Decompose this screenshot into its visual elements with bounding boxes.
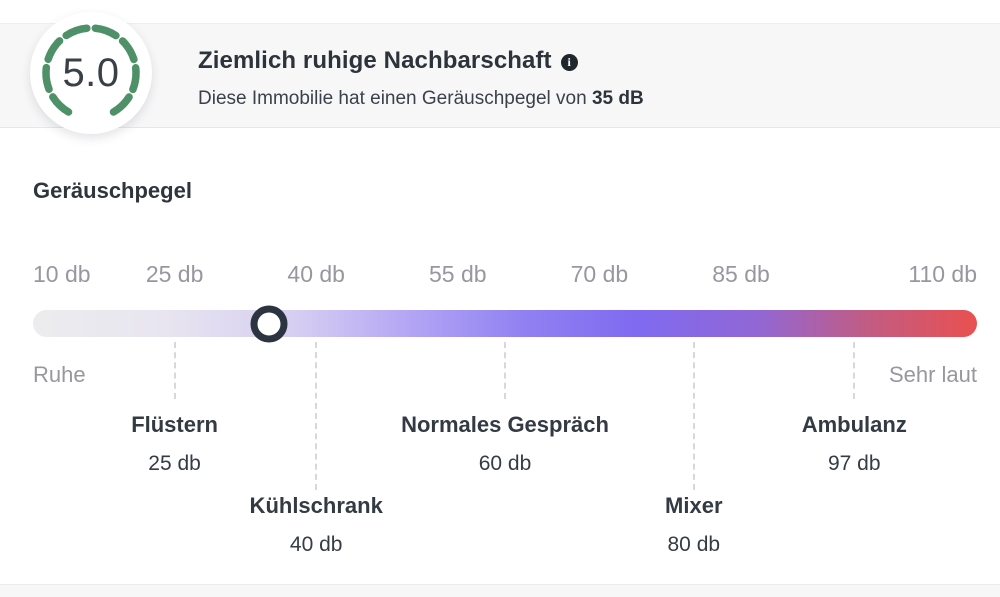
ref-whisper-name: Flüstern (131, 412, 218, 437)
ref-whisper: Flüstern 25 db (131, 411, 218, 476)
ref-line-60db (504, 342, 506, 399)
ref-mixer-name: Mixer (665, 493, 723, 518)
score-value: 5.0 (62, 50, 120, 95)
ref-mixer-value: 80 db (667, 533, 721, 556)
ref-conversation-name: Normales Gespräch (401, 412, 609, 437)
ref-line-97db (853, 342, 856, 399)
ref-line-25db (173, 342, 176, 399)
tick-10db: 10 db (33, 261, 91, 287)
ref-conversation: Normales Gespräch 60 db (401, 411, 609, 476)
header-band (0, 23, 1000, 128)
slider-track-wrap (33, 305, 977, 342)
slider-knob[interactable] (250, 305, 288, 342)
loud-label: Sehr laut (888, 362, 977, 387)
tick-25db: 25 db (145, 261, 204, 287)
subtitle-text: Diese Immobilie hat einen Geräuschpegel … (198, 88, 592, 109)
tick-row: 10 db 25 db 40 db 55 db 70 db 85 db 110 … (33, 258, 977, 288)
ref-fridge-value: 40 db (289, 533, 343, 556)
page-title-label: Ziemlich ruhige Nachbarschaft (198, 47, 552, 74)
score-badge: 5.0 (30, 12, 152, 134)
header-text: Ziemlich ruhige Nachbarschaft i Diese Imm… (198, 47, 644, 110)
header-subtitle: Diese Immobilie hat einen Geräuschpegel … (198, 88, 644, 110)
info-icon[interactable]: i (560, 54, 578, 71)
tick-40db: 40 db (287, 261, 345, 287)
subtitle-db-value: 35 dB (591, 88, 644, 109)
ref-conversation-value: 60 db (478, 452, 532, 475)
quiet-label: Ruhe (33, 362, 86, 387)
scale-annotations: Ruhe Sehr laut Flüstern 25 db Kühlschran… (33, 337, 977, 565)
ref-fridge: Kühlschrank 40 db (250, 492, 383, 557)
tick-55db: 55 db (429, 261, 487, 287)
gradient-slider-track[interactable] (33, 310, 977, 337)
ref-mixer: Mixer 80 db (665, 492, 722, 557)
section-heading: Geräuschpegel (33, 178, 192, 203)
ref-ambulance-value: 97 db (827, 452, 881, 475)
score-arc-icon (42, 24, 140, 116)
noise-scale: 10 db 25 db 40 db 55 db 70 db 85 db 110 … (33, 258, 977, 565)
footer-band (0, 584, 1000, 597)
tick-70db: 70 db (570, 261, 629, 287)
ref-line-40db (315, 342, 318, 490)
tick-110db: 110 db (908, 261, 977, 287)
ref-whisper-value: 25 db (148, 452, 201, 475)
tick-85db: 85 db (712, 261, 770, 287)
ref-line-80db (692, 342, 695, 490)
ref-fridge-name: Kühlschrank (249, 493, 383, 518)
ref-ambulance: Ambulanz 97 db (802, 411, 907, 476)
ref-ambulance-name: Ambulanz (801, 412, 907, 437)
page-title: Ziemlich ruhige Nachbarschaft i (198, 47, 644, 75)
